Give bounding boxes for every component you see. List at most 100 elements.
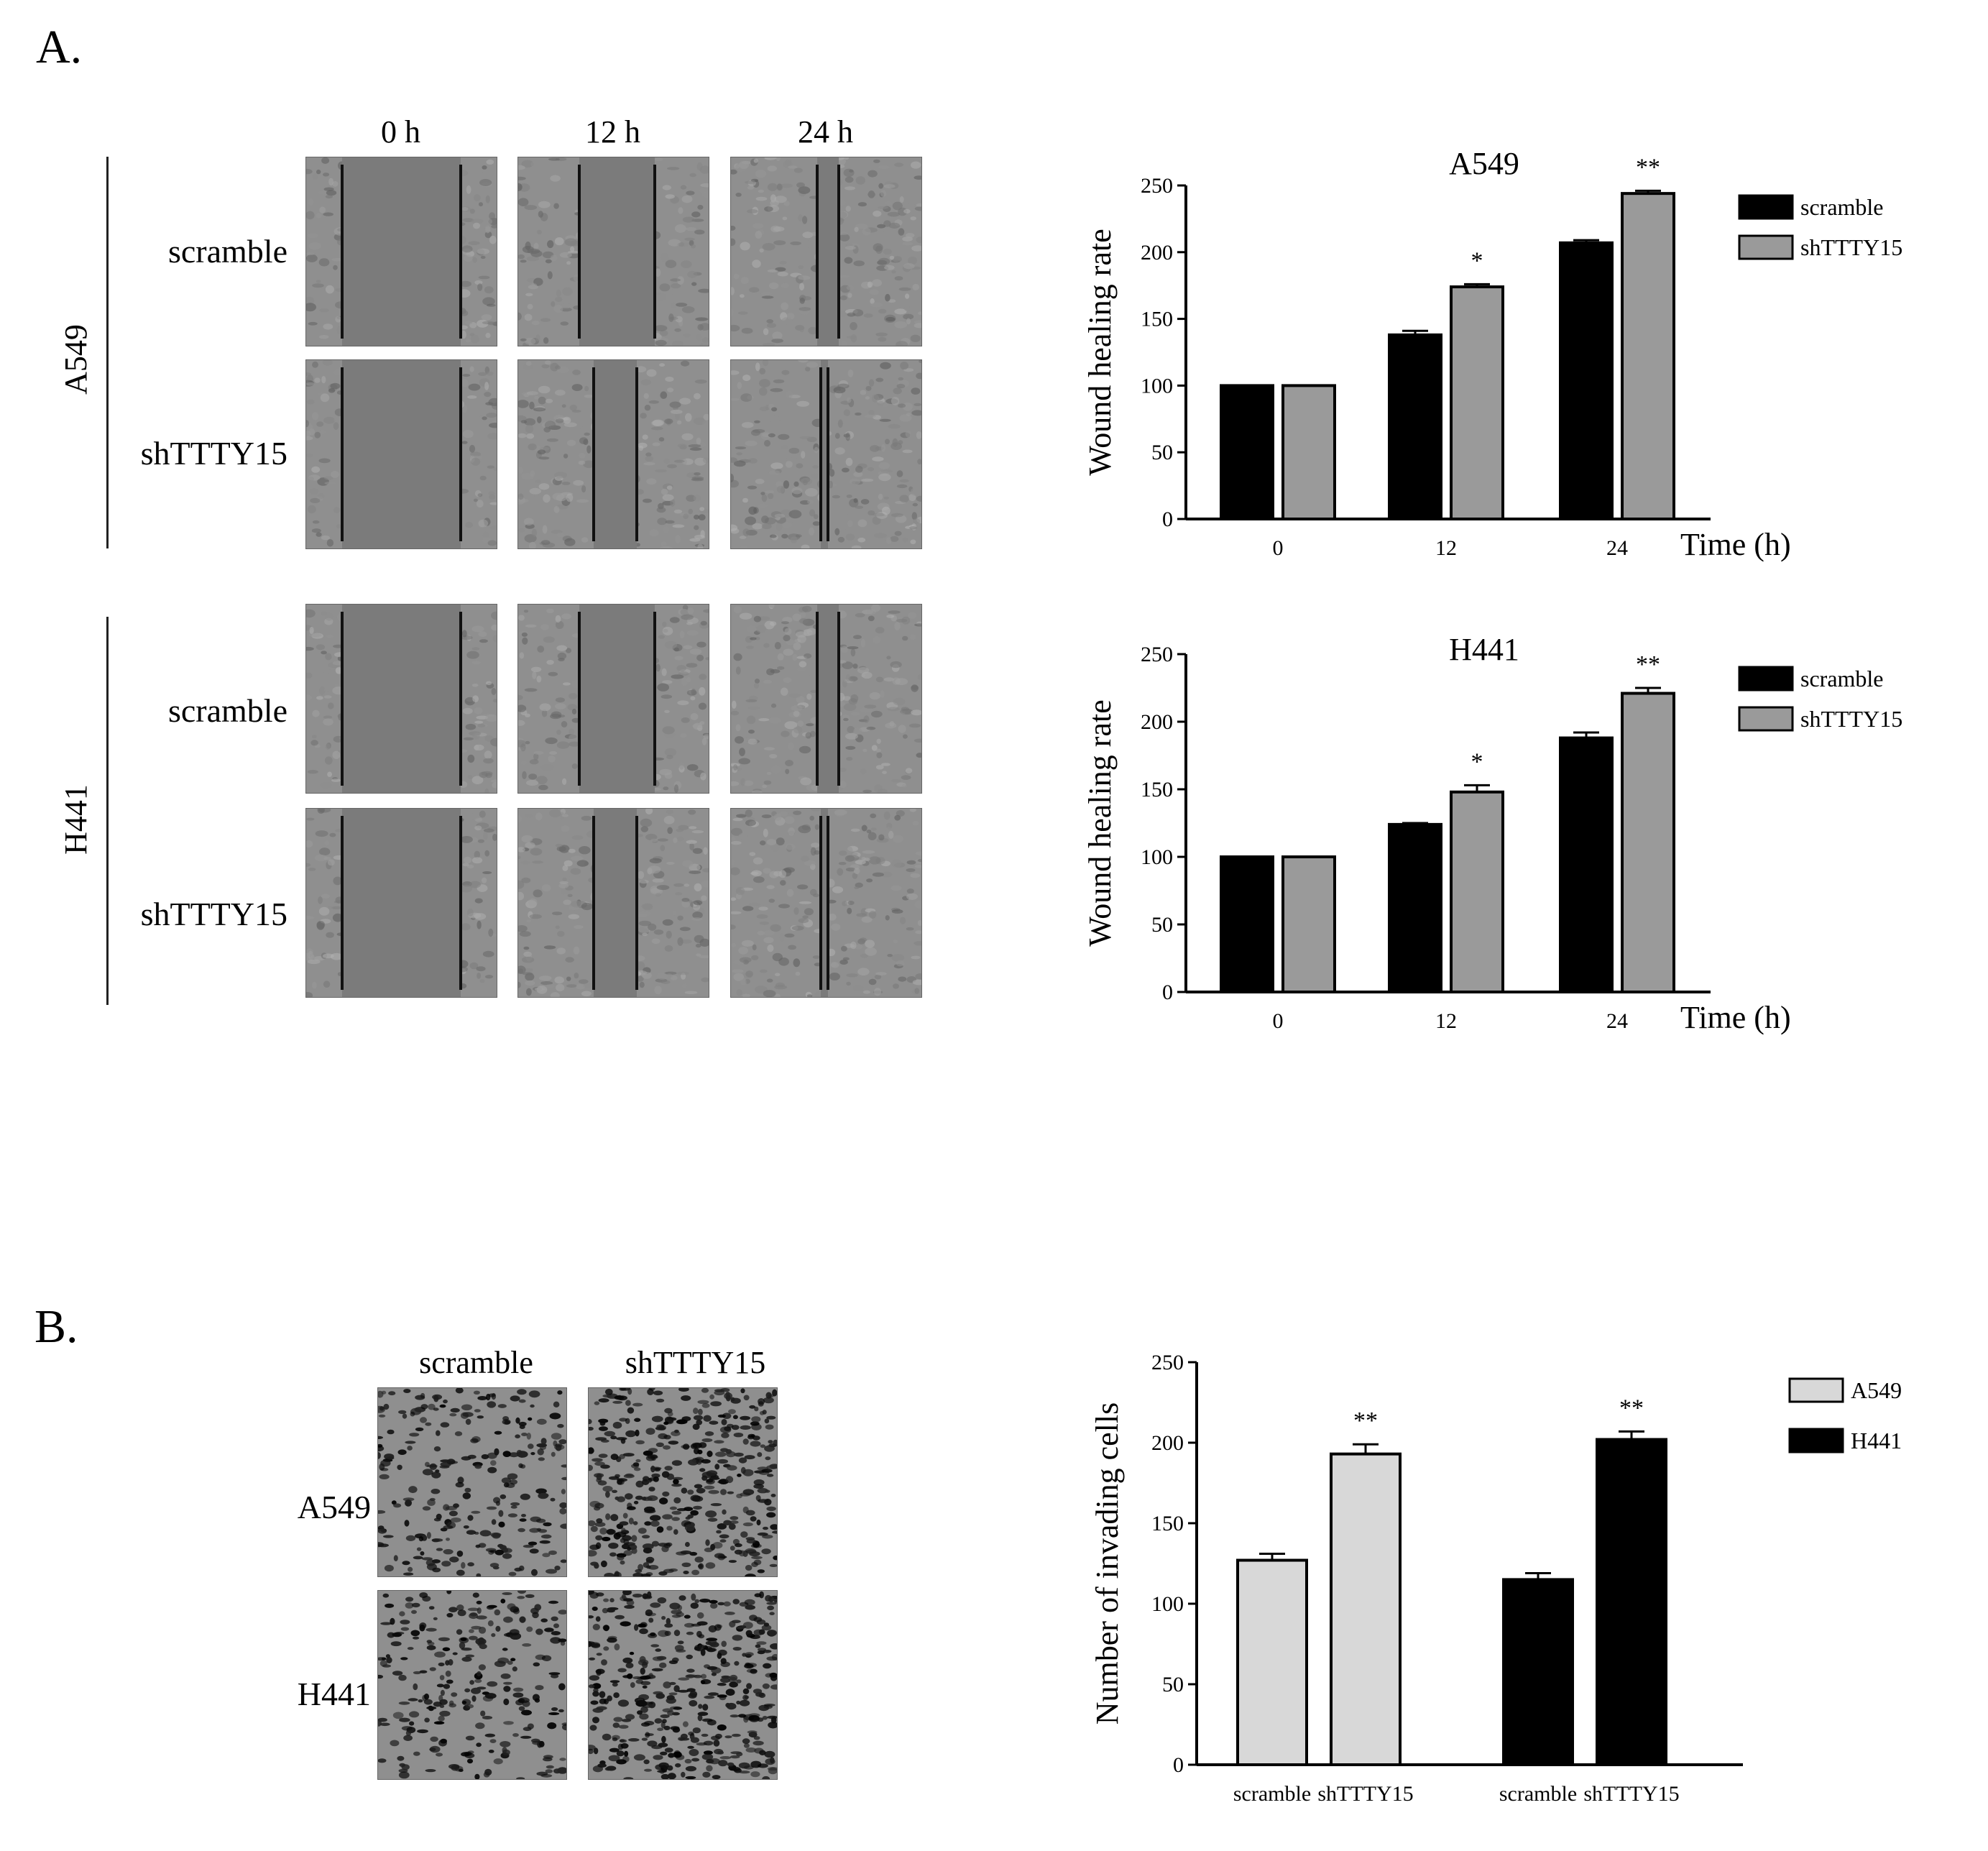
y-tick-label: 200 (1141, 710, 1173, 734)
bar-scramble-24 (1559, 736, 1614, 993)
y-tick-label: 100 (1141, 845, 1173, 869)
y-axis-label: Wound healing rate (1082, 699, 1118, 946)
panel-b-letter: B. (34, 1300, 78, 1353)
y-tick-label: 150 (1151, 1512, 1184, 1535)
invasion-image-h441-shttty15 (588, 1590, 778, 1780)
legend-swatch-shTTTY15 (1738, 234, 1794, 260)
group-rule-a549 (106, 157, 109, 548)
significance-marker: * (1471, 247, 1483, 274)
row-label-h441-shttty15: shTTTY15 (140, 896, 287, 932)
bar-A549-shTTTY15 (1330, 1452, 1402, 1766)
group-label-a549: A549 (58, 324, 93, 395)
legend-label-shTTTY15: shTTTY15 (1800, 706, 1902, 732)
row-label-a549-scramble: scramble (167, 233, 287, 270)
x-tick-label: 24 (1606, 1009, 1628, 1033)
chart-h441-wound-healing: 0 50 100 150 200 250 Wound healing rate H441 0 * 1… (1082, 632, 1902, 1035)
y-tick-label: 200 (1141, 241, 1173, 265)
y-tick-label: 150 (1141, 308, 1173, 331)
legend-swatch-scramble (1738, 194, 1794, 220)
invasion-row-label-a549: A549 (297, 1489, 371, 1525)
bar-shTTTY15-12 (1450, 790, 1504, 993)
y-tick-label: 250 (1141, 174, 1173, 198)
significance-marker: ** (1353, 1407, 1378, 1434)
time-label-24h: 24 h (798, 114, 853, 150)
invasion-col-label-scramble: scramble (419, 1345, 533, 1380)
bar-H441-scramble (1502, 1578, 1574, 1766)
significance-marker: ** (1636, 154, 1660, 180)
x-tick-label: 24 (1606, 536, 1628, 560)
y-tick-label: 100 (1151, 1592, 1184, 1616)
legend-label-shTTTY15: shTTTY15 (1800, 234, 1902, 260)
wound-image-a549-shttty15-24h (730, 359, 922, 549)
wound-image-h441-shttty15-0h (305, 808, 497, 998)
y-tick-label: 0 (1173, 1753, 1184, 1777)
wound-image-h441-scramble-24h (730, 604, 922, 794)
bar-scramble-24 (1559, 241, 1614, 520)
legend-label-H441: H441 (1851, 1428, 1902, 1453)
y-tick-label: 100 (1141, 374, 1173, 398)
y-tick-label: 150 (1141, 778, 1173, 802)
chart-a549-wound-healing: 0 50 100 150 200 250 Wound healing rate A549 0 * 1… (1082, 146, 1902, 562)
bar-A549-scramble (1236, 1558, 1308, 1766)
x-axis-label: Time (h) (1680, 1000, 1791, 1035)
chart-invading-cells: 0 50 100 150 200 250 Number of invading cells s… (1090, 1351, 1902, 1806)
significance-marker: * (1471, 748, 1483, 775)
x-tick-label: shTTTY15 (1583, 1782, 1679, 1806)
wound-image-a549-scramble-12h (517, 157, 709, 346)
legend-label-scramble: scramble (1800, 666, 1884, 692)
legend-swatch-scramble (1738, 666, 1794, 692)
bar-scramble-12 (1388, 822, 1442, 993)
y-tick-label: 250 (1141, 643, 1173, 666)
x-tick-label: shTTTY15 (1317, 1782, 1413, 1806)
legend-swatch-H441 (1788, 1428, 1844, 1453)
bar-shTTTY15-0 (1281, 384, 1336, 520)
bar-shTTTY15-12 (1450, 285, 1504, 520)
y-tick-label: 250 (1151, 1351, 1184, 1374)
time-label-12h: 12 h (585, 114, 640, 150)
bar-shTTTY15-24 (1621, 192, 1675, 521)
wound-image-h441-scramble-12h (517, 604, 709, 794)
y-tick-label: 50 (1151, 913, 1173, 937)
invasion-col-label-shttty15: shTTTY15 (625, 1345, 766, 1380)
x-tick-label: scramble (1499, 1782, 1577, 1806)
bar-scramble-0 (1220, 855, 1274, 993)
y-tick-label: 50 (1162, 1673, 1184, 1696)
significance-marker: ** (1619, 1395, 1644, 1421)
group-label-h441: H441 (58, 784, 93, 855)
legend-swatch-A549 (1788, 1377, 1844, 1403)
row-label-h441-scramble: scramble (167, 692, 287, 729)
y-tick-label: 200 (1151, 1431, 1184, 1455)
invasion-image-a549-scramble (377, 1387, 567, 1577)
x-axis-label: Time (h) (1680, 527, 1791, 562)
y-tick-label: 50 (1151, 441, 1173, 464)
wound-image-h441-shttty15-12h (517, 808, 709, 998)
bar-scramble-0 (1220, 384, 1274, 520)
wound-image-h441-shttty15-24h (730, 808, 922, 998)
row-label-a549-shttty15: shTTTY15 (140, 435, 287, 472)
x-tick-label: 0 (1273, 1009, 1284, 1033)
y-tick-label: 0 (1162, 980, 1173, 1004)
invasion-image-h441-scramble (377, 1590, 567, 1780)
invasion-row-label-h441: H441 (297, 1676, 371, 1712)
wound-image-a549-shttty15-12h (517, 359, 709, 549)
bar-scramble-12 (1388, 333, 1442, 520)
y-axis-label: Number of invading cells (1090, 1402, 1125, 1724)
y-tick-label: 0 (1162, 507, 1173, 531)
chart-title: A549 (1449, 146, 1519, 181)
time-label-0h: 0 h (381, 114, 420, 150)
panel-a-letter: A. (36, 21, 83, 73)
x-tick-label: scramble (1233, 1782, 1311, 1806)
x-tick-label: 12 (1435, 1009, 1457, 1033)
bar-shTTTY15-24 (1621, 692, 1675, 994)
group-rule-h441 (106, 617, 109, 1005)
wound-image-h441-scramble-0h (305, 604, 497, 794)
legend-label-A549: A549 (1851, 1377, 1902, 1403)
x-tick-label: 0 (1273, 536, 1284, 560)
bar-shTTTY15-0 (1281, 855, 1336, 993)
bar-H441-shTTTY15 (1596, 1438, 1667, 1767)
x-tick-label: 12 (1435, 536, 1457, 560)
significance-marker: ** (1636, 651, 1660, 678)
legend-label-scramble: scramble (1800, 194, 1884, 220)
wound-image-a549-shttty15-0h (305, 359, 497, 549)
invasion-image-a549-shttty15 (588, 1387, 778, 1577)
